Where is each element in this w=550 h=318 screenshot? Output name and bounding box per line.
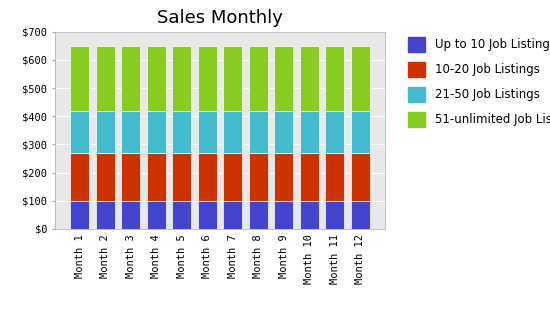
Title: Sales Monthly: Sales Monthly <box>157 10 283 27</box>
Bar <box>172 111 191 153</box>
Bar <box>325 153 344 201</box>
Bar <box>147 111 166 153</box>
Bar <box>70 111 89 153</box>
Bar <box>249 153 268 201</box>
Bar <box>147 153 166 201</box>
Bar <box>70 46 89 111</box>
Bar <box>300 111 319 153</box>
Bar <box>96 46 115 111</box>
Bar <box>147 46 166 111</box>
Bar <box>172 201 191 229</box>
Bar <box>147 201 166 229</box>
Bar <box>172 153 191 201</box>
Bar <box>325 111 344 153</box>
Bar <box>249 111 268 153</box>
Bar <box>274 111 293 153</box>
Bar <box>300 153 319 201</box>
Bar <box>121 46 140 111</box>
Bar <box>121 201 140 229</box>
Bar <box>274 153 293 201</box>
Bar <box>325 46 344 111</box>
Bar <box>351 111 370 153</box>
Bar <box>197 201 217 229</box>
Bar <box>121 153 140 201</box>
Bar <box>223 201 243 229</box>
Bar <box>351 153 370 201</box>
Bar <box>197 46 217 111</box>
Bar <box>249 201 268 229</box>
Bar <box>300 46 319 111</box>
Bar <box>197 111 217 153</box>
Bar <box>223 111 243 153</box>
Bar <box>96 153 115 201</box>
Bar <box>300 201 319 229</box>
Bar <box>223 153 243 201</box>
Bar <box>70 201 89 229</box>
Bar <box>351 46 370 111</box>
Bar <box>197 153 217 201</box>
Bar <box>223 46 243 111</box>
Bar <box>96 111 115 153</box>
Bar <box>121 111 140 153</box>
Bar <box>351 201 370 229</box>
Bar <box>325 201 344 229</box>
Legend: Up to 10 Job Listings, 10-20 Job Listings, 21-50 Job Listings, 51-unlimited Job : Up to 10 Job Listings, 10-20 Job Listing… <box>404 34 550 130</box>
Bar <box>274 201 293 229</box>
Bar <box>274 46 293 111</box>
Bar <box>249 46 268 111</box>
Bar <box>172 46 191 111</box>
Bar <box>70 153 89 201</box>
Bar <box>96 201 115 229</box>
